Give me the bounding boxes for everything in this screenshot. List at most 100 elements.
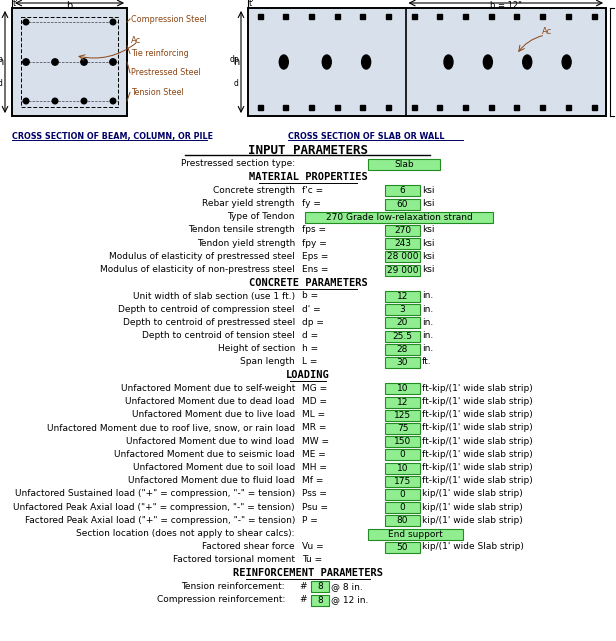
Bar [385, 410, 420, 420]
Bar [385, 331, 420, 342]
Text: Span length: Span length [240, 358, 295, 367]
Text: Tu =: Tu = [302, 556, 322, 565]
Text: REINFORCEMENT PARAMETERS: REINFORCEMENT PARAMETERS [233, 568, 383, 578]
Text: Unfactored Peak Axial load ("+" = compression, "-" = tension): Unfactored Peak Axial load ("+" = compre… [14, 503, 295, 512]
Text: Tendon tensile strength: Tendon tensile strength [188, 226, 295, 235]
Text: 29 000: 29 000 [387, 265, 418, 274]
Ellipse shape [523, 55, 532, 69]
Text: 175: 175 [394, 477, 411, 486]
Bar [12, 8, 127, 116]
Bar [385, 317, 420, 328]
Text: ksi: ksi [422, 199, 434, 208]
Bar [385, 185, 420, 196]
Text: kip/(1' wide Slab strip): kip/(1' wide Slab strip) [422, 542, 524, 551]
Text: 10: 10 [397, 385, 408, 394]
Bar [360, 105, 365, 110]
Text: Pss =: Pss = [302, 490, 327, 499]
Bar [385, 199, 420, 210]
Bar [248, 8, 606, 116]
Text: LOADING: LOADING [286, 370, 330, 380]
Text: d' =: d' = [302, 304, 320, 313]
Text: Unit width of slab section (use 1 ft.): Unit width of slab section (use 1 ft.) [133, 292, 295, 301]
Text: 25.5: 25.5 [392, 331, 413, 340]
Text: in.: in. [422, 304, 433, 313]
Text: 12: 12 [397, 397, 408, 406]
Bar [591, 105, 596, 110]
Bar [257, 105, 262, 110]
Text: ML =: ML = [302, 410, 325, 419]
Text: fy =: fy = [302, 199, 321, 208]
Text: t': t' [249, 0, 254, 8]
Text: b =: b = [302, 292, 318, 301]
Bar [385, 304, 420, 315]
Text: 3: 3 [400, 305, 405, 314]
Text: ft-kip/(1' wide slab strip): ft-kip/(1' wide slab strip) [422, 424, 533, 433]
Text: 75: 75 [397, 424, 408, 433]
Bar [309, 14, 314, 19]
Bar [385, 489, 420, 500]
Bar [283, 105, 288, 110]
Circle shape [81, 98, 87, 104]
Text: Prestressed Steel: Prestressed Steel [131, 69, 201, 78]
Bar [360, 14, 365, 19]
Circle shape [110, 59, 116, 65]
Bar [488, 14, 494, 19]
Text: ft-kip/(1' wide slab strip): ft-kip/(1' wide slab strip) [422, 437, 533, 445]
Text: Compression reinforcement:: Compression reinforcement: [156, 595, 285, 604]
Text: 50: 50 [397, 543, 408, 552]
Text: MH =: MH = [302, 463, 327, 472]
Text: Height of section: Height of section [217, 344, 295, 353]
Text: ft-kip/(1' wide slab strip): ft-kip/(1' wide slab strip) [422, 410, 533, 419]
Bar [540, 14, 545, 19]
Text: Slab: Slab [394, 160, 414, 169]
Text: Mf =: Mf = [302, 476, 323, 485]
Bar [386, 14, 391, 19]
Bar [514, 14, 519, 19]
Circle shape [81, 59, 87, 65]
Text: @ 8 in.: @ 8 in. [331, 582, 363, 591]
Text: CROSS SECTION OF SLAB OR WALL: CROSS SECTION OF SLAB OR WALL [288, 132, 445, 141]
Text: Ac: Ac [541, 28, 552, 37]
Text: Depth to centroid of compression steel: Depth to centroid of compression steel [118, 304, 295, 313]
Bar [566, 14, 571, 19]
Text: ksi: ksi [422, 265, 434, 274]
Text: MR =: MR = [302, 424, 326, 433]
Text: Prestressed section type:: Prestressed section type: [181, 160, 295, 169]
Text: 28 000: 28 000 [387, 253, 418, 262]
Text: kip/(1' wide slab strip): kip/(1' wide slab strip) [422, 490, 523, 499]
Text: Compression Steel: Compression Steel [131, 15, 206, 24]
Text: d: d [0, 79, 3, 88]
Bar [385, 476, 420, 487]
Text: ft-kip/(1' wide slab strip): ft-kip/(1' wide slab strip) [422, 450, 533, 459]
Circle shape [110, 98, 116, 104]
Text: b: b [67, 1, 73, 11]
Bar [386, 105, 391, 110]
Ellipse shape [322, 55, 331, 69]
Bar [368, 529, 463, 540]
Text: MG =: MG = [302, 384, 327, 393]
Bar [257, 14, 262, 19]
Bar [385, 542, 420, 553]
Text: ksi: ksi [422, 186, 434, 195]
Ellipse shape [362, 55, 371, 69]
Text: d: d [234, 79, 239, 88]
Text: in.: in. [422, 292, 433, 301]
Bar [385, 436, 420, 447]
Text: Unfactored Moment due to seismic load: Unfactored Moment due to seismic load [114, 450, 295, 459]
Circle shape [52, 59, 58, 65]
Text: Tension Steel: Tension Steel [131, 88, 184, 97]
Text: Unfactored Moment due to roof live, snow, or rain load: Unfactored Moment due to roof live, snow… [47, 424, 295, 433]
Bar [21, 17, 118, 107]
Text: 20: 20 [397, 319, 408, 328]
Text: ksi: ksi [422, 252, 434, 261]
Text: Rebar yield strength: Rebar yield strength [203, 199, 295, 208]
Text: 0: 0 [400, 451, 405, 460]
Bar [385, 251, 420, 262]
Bar [411, 14, 416, 19]
Bar [334, 14, 339, 19]
Bar [311, 595, 329, 606]
Bar [540, 105, 545, 110]
Circle shape [23, 98, 29, 104]
Text: Concrete strength: Concrete strength [213, 186, 295, 195]
Text: Unfactored Moment due to dead load: Unfactored Moment due to dead load [126, 397, 295, 406]
